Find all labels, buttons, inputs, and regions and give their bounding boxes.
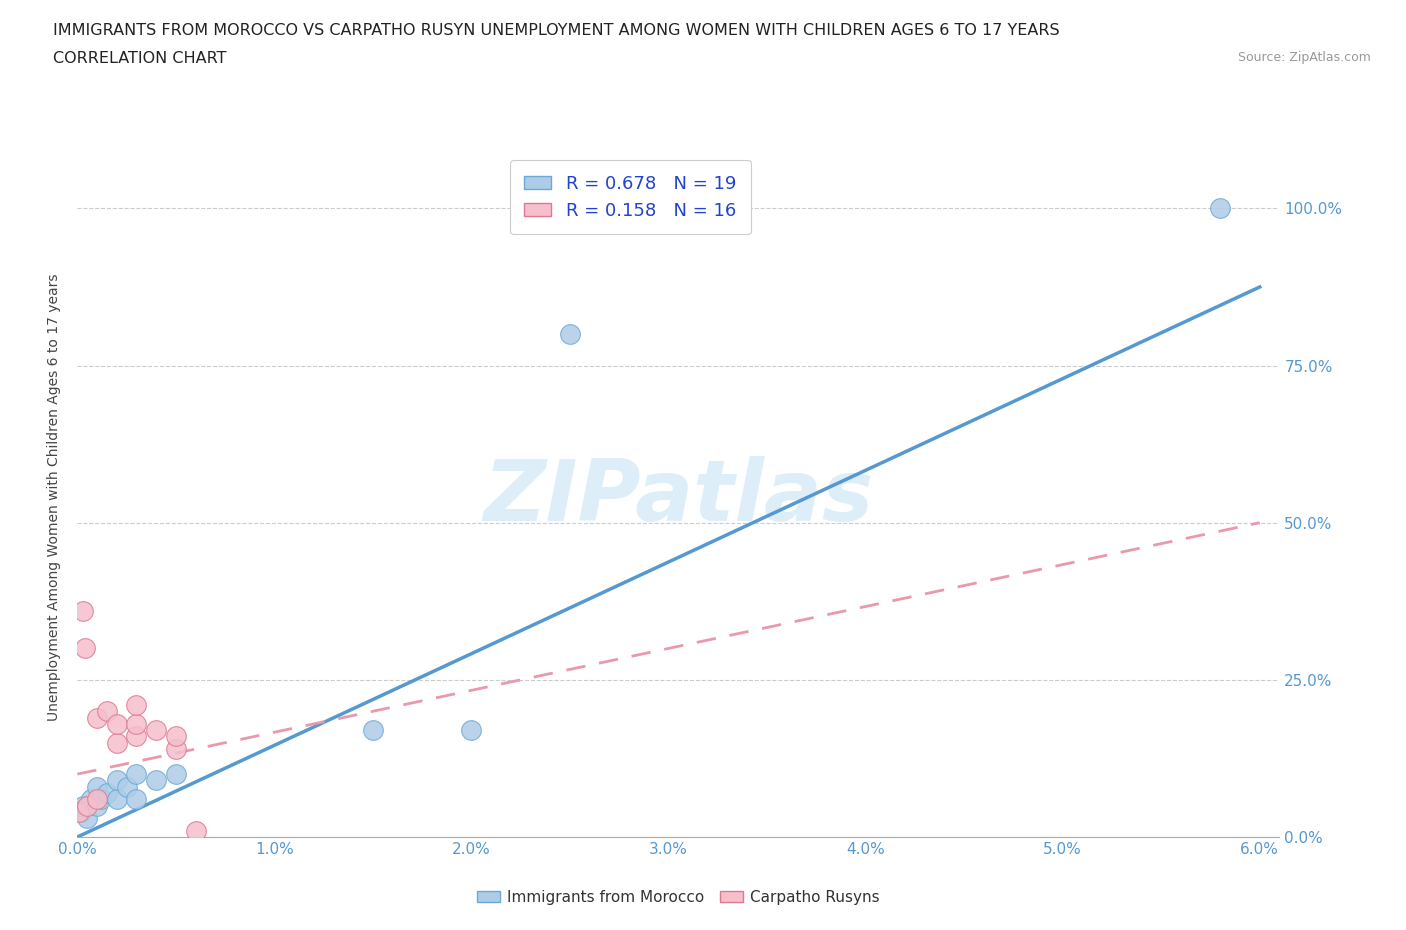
Point (70, 804, 93, 819)
Point (105, 716, 128, 731)
Point (86, 779, 108, 794)
Point (460, 723, 482, 737)
Text: Source: ZipAtlas.com: Source: ZipAtlas.com (1237, 51, 1371, 64)
Point (96, 704, 118, 719)
Point (76, 811, 98, 826)
Point (145, 723, 167, 737)
Point (90, 791, 112, 806)
Point (125, 791, 148, 806)
Text: IMMIGRANTS FROM MOROCCO VS CARPATHO RUSYN UNEMPLOYMENT AMONG WOMEN WITH CHILDREN: IMMIGRANTS FROM MOROCCO VS CARPATHO RUSY… (53, 23, 1060, 38)
Point (80, 791, 103, 806)
Point (75, 641, 97, 656)
Point (1209, 201, 1232, 216)
Legend: Immigrants from Morocco, Carpatho Rusyns: Immigrants from Morocco, Carpatho Rusyns (471, 884, 886, 910)
Point (125, 729, 148, 744)
Point (125, 766, 148, 781)
Point (558, 326, 581, 341)
Text: CORRELATION CHART: CORRELATION CHART (53, 51, 226, 66)
Point (96, 786, 118, 801)
Point (165, 741, 187, 756)
Point (86, 791, 108, 806)
Point (86, 711, 108, 725)
Y-axis label: Unemployment Among Women with Children Ages 6 to 17 years: Unemployment Among Women with Children A… (48, 273, 62, 722)
Point (125, 716, 148, 731)
Point (165, 729, 187, 744)
Point (72, 604, 94, 618)
Point (184, 823, 207, 838)
Point (105, 791, 128, 806)
Point (86, 798, 108, 813)
Point (76, 798, 98, 813)
Point (105, 773, 128, 788)
Point (361, 723, 384, 737)
Text: ZIPatlas: ZIPatlas (484, 456, 873, 539)
Point (145, 773, 167, 788)
Point (67, 804, 90, 819)
Point (105, 736, 128, 751)
Point (72, 798, 94, 813)
Point (165, 766, 187, 781)
Point (115, 779, 138, 794)
Point (125, 698, 148, 712)
